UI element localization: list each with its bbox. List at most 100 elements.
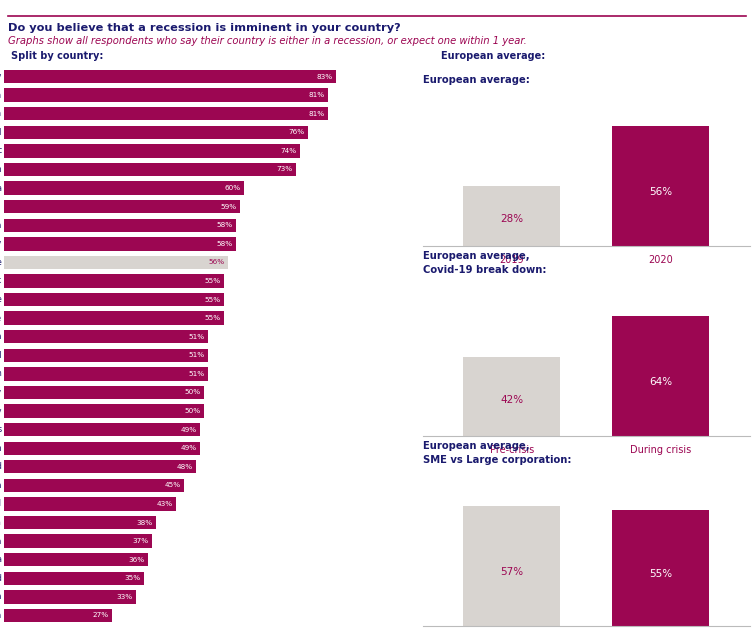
Bar	[464, 506, 560, 626]
Bar	[4, 349, 208, 362]
Text: Austria: Austria	[0, 202, 2, 211]
Bar	[4, 126, 308, 139]
Text: Switzerland: Switzerland	[0, 499, 2, 509]
Text: Split by country:: Split by country:	[11, 51, 104, 61]
Text: 73%: 73%	[277, 166, 293, 173]
Text: 49%: 49%	[181, 427, 197, 433]
Text: 57%: 57%	[501, 567, 523, 577]
Bar	[4, 70, 336, 83]
Text: 83%: 83%	[317, 73, 333, 80]
Bar	[4, 404, 204, 418]
Bar	[4, 330, 208, 343]
Bar	[4, 497, 176, 511]
Text: 56%: 56%	[649, 186, 673, 197]
Text: Slovenia: Slovenia	[0, 537, 2, 545]
Text: 36%: 36%	[129, 557, 145, 562]
Text: Poland: Poland	[0, 462, 2, 471]
Text: The Netherlands: The Netherlands	[0, 425, 2, 434]
Text: 38%: 38%	[136, 520, 153, 526]
Text: 50%: 50%	[185, 389, 201, 396]
Text: Romania: Romania	[0, 221, 2, 230]
Bar	[464, 357, 560, 435]
Text: Finland: Finland	[0, 351, 2, 360]
Bar	[4, 460, 196, 473]
Bar	[4, 590, 136, 604]
Text: 27%: 27%	[93, 612, 109, 619]
Text: Croatia: Croatia	[0, 611, 2, 620]
Bar	[4, 256, 228, 269]
Text: Greece: Greece	[0, 313, 2, 323]
Bar	[4, 181, 244, 195]
Text: 49%: 49%	[181, 445, 197, 451]
Bar	[4, 88, 328, 102]
Text: Bulgaria: Bulgaria	[0, 592, 2, 602]
Text: Graphs show all respondents who say their country is either in a recession, or e: Graphs show all respondents who say thei…	[8, 36, 526, 46]
Text: 81%: 81%	[309, 111, 325, 117]
Text: 28%: 28%	[501, 214, 523, 224]
Text: 51%: 51%	[188, 371, 205, 377]
Bar	[4, 200, 240, 214]
Text: 56%: 56%	[209, 259, 225, 265]
Text: European average:: European average:	[441, 51, 545, 61]
Text: 37%: 37%	[133, 538, 149, 544]
Bar	[612, 126, 710, 245]
Bar	[4, 609, 112, 622]
Bar	[4, 274, 224, 288]
Text: Bosnia Herzegovina: Bosnia Herzegovina	[0, 556, 2, 564]
Text: Italy: Italy	[0, 72, 2, 81]
Text: United Kingdom: United Kingdom	[0, 444, 2, 453]
Text: 51%: 51%	[188, 334, 205, 340]
Text: 42%: 42%	[501, 395, 523, 405]
Bar	[4, 516, 156, 529]
Bar	[612, 510, 710, 626]
Text: 64%: 64%	[649, 377, 673, 387]
Text: 76%: 76%	[289, 130, 305, 135]
Text: Latvia: Latvia	[0, 481, 2, 490]
Text: 33%: 33%	[117, 594, 133, 600]
Bar	[4, 237, 236, 250]
Text: 55%: 55%	[205, 296, 221, 303]
Text: European average,
Covid-19 break down:: European average, Covid-19 break down:	[422, 251, 546, 275]
Bar	[4, 535, 152, 548]
Text: 55%: 55%	[205, 315, 221, 321]
Bar	[612, 316, 710, 435]
Text: 58%: 58%	[216, 241, 233, 247]
Text: 55%: 55%	[649, 569, 673, 579]
Bar	[4, 571, 144, 585]
Bar	[464, 186, 560, 245]
Text: Ireland: Ireland	[0, 574, 2, 583]
Text: Slovakia: Slovakia	[0, 109, 2, 118]
Bar	[4, 293, 224, 307]
Text: 50%: 50%	[185, 408, 201, 414]
Text: 59%: 59%	[221, 204, 237, 210]
Bar	[4, 553, 148, 566]
Bar	[4, 219, 236, 232]
Bar	[4, 386, 204, 399]
Bar	[4, 163, 296, 176]
Text: 35%: 35%	[124, 575, 141, 581]
Bar	[4, 107, 328, 121]
Text: European average,
SME vs Large corporation:: European average, SME vs Large corporati…	[422, 441, 571, 465]
Text: 58%: 58%	[216, 222, 233, 228]
Text: 81%: 81%	[309, 92, 325, 98]
Text: 51%: 51%	[188, 352, 205, 358]
Text: France: France	[0, 295, 2, 304]
Text: Germany: Germany	[0, 240, 2, 248]
Text: Serbia: Serbia	[0, 518, 2, 527]
Bar	[4, 367, 208, 380]
Text: 55%: 55%	[205, 278, 221, 284]
Text: Norway: Norway	[0, 406, 2, 416]
Bar	[4, 144, 300, 157]
Text: Estonia: Estonia	[0, 332, 2, 341]
Bar	[4, 312, 224, 325]
Text: Denmark: Denmark	[0, 276, 2, 286]
Bar	[4, 423, 200, 436]
Text: 74%: 74%	[280, 148, 297, 154]
Text: Czech Republic: Czech Republic	[0, 147, 2, 155]
Text: 43%: 43%	[157, 501, 173, 507]
Text: Belgium: Belgium	[0, 90, 2, 100]
Bar	[4, 442, 200, 455]
Text: Lithuania: Lithuania	[0, 183, 2, 193]
Text: Spain: Spain	[0, 165, 2, 174]
Text: Sweden: Sweden	[0, 369, 2, 379]
